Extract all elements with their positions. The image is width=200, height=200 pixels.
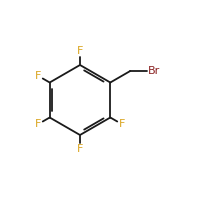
Text: F: F (35, 119, 41, 129)
Text: F: F (119, 119, 125, 129)
Text: F: F (77, 144, 83, 154)
Text: F: F (35, 71, 41, 81)
Text: F: F (77, 46, 83, 56)
Text: Br: Br (148, 66, 160, 76)
